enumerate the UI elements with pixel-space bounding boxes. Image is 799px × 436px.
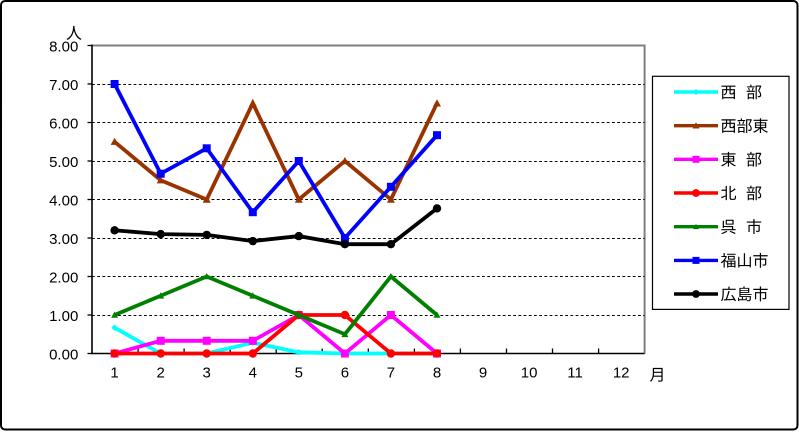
svg-text:7: 7 <box>387 365 395 382</box>
svg-text:1: 1 <box>110 365 118 382</box>
svg-text:3: 3 <box>203 365 211 382</box>
svg-text:10: 10 <box>521 365 538 382</box>
svg-text:8: 8 <box>433 365 441 382</box>
svg-text:9: 9 <box>479 365 487 382</box>
svg-text:4: 4 <box>249 365 257 382</box>
svg-text:6: 6 <box>341 365 349 382</box>
svg-text:3.00: 3.00 <box>49 231 78 248</box>
svg-text:5: 5 <box>295 365 303 382</box>
svg-text:6.00: 6.00 <box>49 116 78 133</box>
svg-text:5.00: 5.00 <box>49 154 78 171</box>
svg-text:0.00: 0.00 <box>49 347 78 364</box>
svg-text:4.00: 4.00 <box>49 193 78 210</box>
svg-text:11: 11 <box>567 365 583 382</box>
svg-text:7.00: 7.00 <box>49 77 78 94</box>
svg-text:2.00: 2.00 <box>49 270 78 287</box>
svg-text:2: 2 <box>157 365 165 382</box>
svg-text:12: 12 <box>613 365 630 382</box>
svg-text:8.00: 8.00 <box>49 39 78 56</box>
svg-text:1.00: 1.00 <box>49 308 78 325</box>
